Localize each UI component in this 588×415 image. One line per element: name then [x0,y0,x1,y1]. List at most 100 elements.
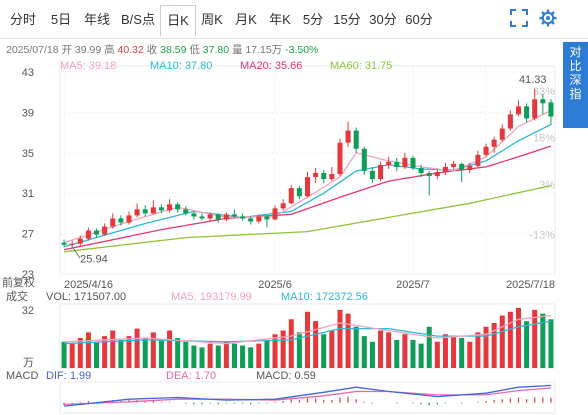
macd-legend-item: DIF: 1.99 [46,370,91,382]
price-tick-label: 31 [22,188,34,200]
volume-bar [329,330,335,368]
low-label: 低 [189,44,200,56]
price-tick-label: 39 [22,107,34,119]
ma-legend-item: MA10: 37.80 [150,60,212,72]
tab-6[interactable]: 月K [235,12,257,27]
candle-body [191,213,197,217]
volume-bar [175,338,181,368]
volume-bar [369,341,375,368]
volume-bar [442,334,448,368]
volume-label: 量 [231,44,243,56]
volume-bar [491,323,497,368]
volume-bar [337,309,343,368]
ma-legend-item: MA60: 31.75 [330,60,392,72]
candle-body [167,204,173,211]
volume-bar [418,343,424,368]
x-tick-label: 2025/7/18 [506,279,555,291]
tab-10[interactable]: 30分 [369,12,397,27]
candle-body [451,163,457,167]
tab-11[interactable]: 60分 [405,12,433,27]
volume-bar [386,332,392,368]
open-label: 开 [61,44,72,56]
volume-legend-item: MA10: 172372.56 [281,291,368,303]
volume-bar [410,339,416,368]
volume-bar [77,338,83,368]
volume-bar [158,339,164,368]
candle-body [353,130,359,149]
candle-body [369,170,375,180]
candle-body [329,174,335,180]
volume-bar [167,330,173,368]
volume-bar [304,311,311,368]
tab-0[interactable]: 分时 [9,12,36,27]
volume-legend-item: VOL: 171507.00 [46,291,126,303]
tab-9[interactable]: 15分 [333,12,361,27]
tab-5[interactable]: 周K [201,12,223,27]
volume-bar [434,341,440,368]
compare-index-button[interactable]: 对 比 深 指 [563,42,588,128]
volume-bar [288,319,294,368]
candle-body [540,99,546,104]
candle-body [183,209,189,214]
volume-bar [231,343,237,368]
pct-tick-label: 18% [533,133,555,145]
close-value: 38.59 [160,44,187,56]
volume-value: 17.15万 [245,44,283,56]
volume-bar [475,332,481,368]
tab-7[interactable]: 年K [269,12,291,27]
candle-body [442,166,448,172]
candle-body [459,163,465,170]
tab-3[interactable]: B/S点 [121,12,155,27]
close-label: 收 [146,44,158,56]
volume-bar [499,315,505,368]
tab-4[interactable]: 日K [160,5,196,37]
candle-body [207,214,213,219]
settings-icon[interactable] [539,9,557,27]
volume-bar [150,332,156,368]
candle-body [483,146,489,155]
candle-body [240,216,246,219]
volume-bar [61,341,67,368]
candle-body [345,130,351,143]
candle-body [321,173,327,180]
price-tick-label: 23 [22,269,34,281]
side-tool-char: 指 [569,87,582,101]
volume-bar [199,347,205,368]
quote-summary: 2025/07/18 开 39.99 高 40.32 收 38.59 低 37.… [6,42,318,57]
volume-bar [345,313,351,368]
candle-body [313,173,319,178]
volume-bar [94,341,100,368]
volume-bar [451,336,457,368]
quote-date: 2025/07/18 [6,44,59,56]
volume-bar [321,334,327,368]
tab-8[interactable]: 5分 [302,12,324,27]
dea-line [64,387,551,406]
candle-body [134,209,140,216]
candle-body [110,218,116,227]
tab-2[interactable]: 年线 [83,12,110,27]
volume-bar [240,345,246,368]
tab-1[interactable]: 5日 [50,12,72,27]
min-pointer [71,246,81,259]
volume-bar [207,343,213,368]
pct-tick-label: 33% [533,86,555,98]
fullscreen-icon[interactable] [510,9,528,27]
candle-body [175,204,181,210]
kline-chart[interactable]: 43 39 35 31 27 23 33% 18% 3% -13% 2025/4/16 2025/6 2… [0,56,560,415]
candle-body [296,188,302,197]
volume-bar [248,347,254,368]
volume-bar [483,326,489,368]
candle-body [532,99,538,119]
candle-body [280,203,286,209]
candle-body [94,230,100,235]
candle-body [304,177,311,197]
volume-bar [540,313,546,368]
candle-body [402,157,408,167]
volume-bar [280,330,286,368]
volume-bar [402,334,408,368]
price-tick-label: 27 [22,229,34,241]
price-panel-frame [59,65,556,275]
macd-panel-frame [59,381,556,414]
volume-bar [313,321,319,368]
volume-bar [272,334,278,368]
